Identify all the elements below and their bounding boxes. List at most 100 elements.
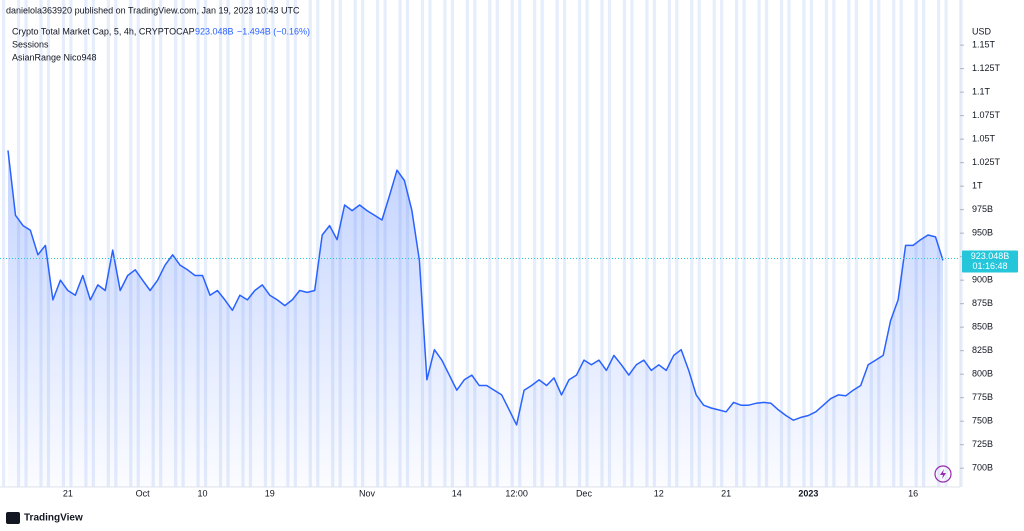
- session-band: [61, 0, 66, 487]
- session-band: [473, 0, 477, 487]
- session-band: [159, 0, 163, 487]
- y-tick-label: 800B: [972, 369, 993, 379]
- session-band: [809, 0, 814, 487]
- session-band: [114, 0, 118, 487]
- session-band: [241, 0, 245, 487]
- session-band: [263, 0, 267, 487]
- session-band: [181, 0, 185, 487]
- session-band: [802, 0, 806, 487]
- session-band: [226, 0, 230, 487]
- x-tick-label: 12: [654, 488, 664, 498]
- y-tick-label: 1T: [972, 181, 983, 191]
- y-tick-label: 775B: [972, 392, 993, 402]
- session-band: [577, 0, 582, 487]
- session-band: [645, 0, 649, 487]
- session-band: [764, 0, 769, 487]
- session-band: [533, 0, 537, 487]
- x-tick-label: 12:00: [505, 488, 528, 498]
- session-band: [607, 0, 612, 487]
- session-band: [854, 0, 858, 487]
- x-tick-label: 14: [452, 488, 462, 498]
- session-band: [757, 0, 761, 487]
- y-tick-label: 950B: [972, 228, 993, 238]
- session-band: [555, 0, 559, 487]
- indicator: AsianRange Nico948: [12, 52, 97, 62]
- session-band: [563, 0, 567, 487]
- session-band: [46, 0, 51, 487]
- y-tick-label: 1.025T: [972, 157, 1001, 167]
- area-fill: [8, 150, 943, 487]
- session-band: [428, 0, 432, 487]
- session-band: [877, 0, 881, 487]
- y-tick-label: 700B: [972, 463, 993, 473]
- session-band: [106, 0, 110, 487]
- session-band: [174, 0, 178, 487]
- session-band: [286, 0, 290, 487]
- session-band: [585, 0, 589, 487]
- y-tick-label: 1.075T: [972, 110, 1001, 120]
- session-band: [151, 0, 155, 487]
- session-band: [450, 0, 454, 487]
- session-band: [690, 0, 694, 487]
- session-band: [892, 0, 896, 487]
- session-band: [600, 0, 604, 487]
- session-band: [779, 0, 784, 487]
- session-band: [316, 0, 320, 487]
- session-band: [540, 0, 544, 487]
- session-band: [735, 0, 739, 487]
- x-tick-label: 21: [63, 488, 73, 498]
- x-tick-label: 2023: [798, 488, 818, 498]
- x-tick-label: Nov: [359, 488, 376, 498]
- session-band: [488, 0, 492, 487]
- x-tick-label: Dec: [576, 488, 593, 498]
- y-tick-label: 1.15T: [972, 40, 996, 50]
- x-tick-label: Oct: [136, 488, 151, 498]
- y-tick-label: 1.1T: [972, 87, 991, 97]
- session-band: [712, 0, 716, 487]
- y-tick-label: 1.125T: [972, 63, 1001, 73]
- session-band: [630, 0, 634, 487]
- x-tick-label: 19: [265, 488, 275, 498]
- y-tick-label: 875B: [972, 298, 993, 308]
- y-tick-label: 975B: [972, 204, 993, 214]
- change: −1.494B (−0.16%): [237, 26, 310, 36]
- symbol: Crypto Total Market Cap, 5, 4h, CRYPTOCA…: [12, 26, 195, 36]
- session-band: [824, 0, 828, 487]
- y-tick-label: 900B: [972, 275, 993, 285]
- x-tick-label: 21: [721, 488, 731, 498]
- session-band: [69, 0, 73, 487]
- session-band: [697, 0, 701, 487]
- session-band: [136, 0, 140, 487]
- publisher: danielola363920 published on TradingView…: [6, 5, 300, 15]
- session-band: [622, 0, 627, 487]
- price-line: [7, 150, 944, 426]
- session-band: [248, 0, 253, 487]
- session-band: [832, 0, 836, 487]
- session-band: [84, 0, 88, 487]
- session-band: [218, 0, 223, 487]
- session-band: [39, 0, 43, 487]
- y-tick-label: 825B: [972, 345, 993, 355]
- y-tick-label: 1.05T: [972, 134, 996, 144]
- currency: USD: [972, 26, 992, 36]
- session-band: [847, 0, 851, 487]
- x-tick-label: 16: [908, 488, 918, 498]
- last-price-label: 923.048B: [971, 251, 1010, 261]
- session-band: [518, 0, 522, 487]
- session-band: [495, 0, 499, 487]
- brand: TradingView: [24, 513, 83, 524]
- indicator: Sessions: [12, 39, 49, 49]
- session-band: [203, 0, 208, 487]
- session-band: [271, 0, 275, 487]
- x-tick-label: 10: [197, 488, 207, 498]
- last-price-tag: [962, 250, 1018, 273]
- y-tick-label: 750B: [972, 416, 993, 426]
- logo: [6, 512, 20, 524]
- session-band: [443, 0, 447, 487]
- session-band: [465, 0, 469, 487]
- session-band: [869, 0, 873, 487]
- session-band: [742, 0, 746, 487]
- session-band: [675, 0, 679, 487]
- session-band: [652, 0, 656, 487]
